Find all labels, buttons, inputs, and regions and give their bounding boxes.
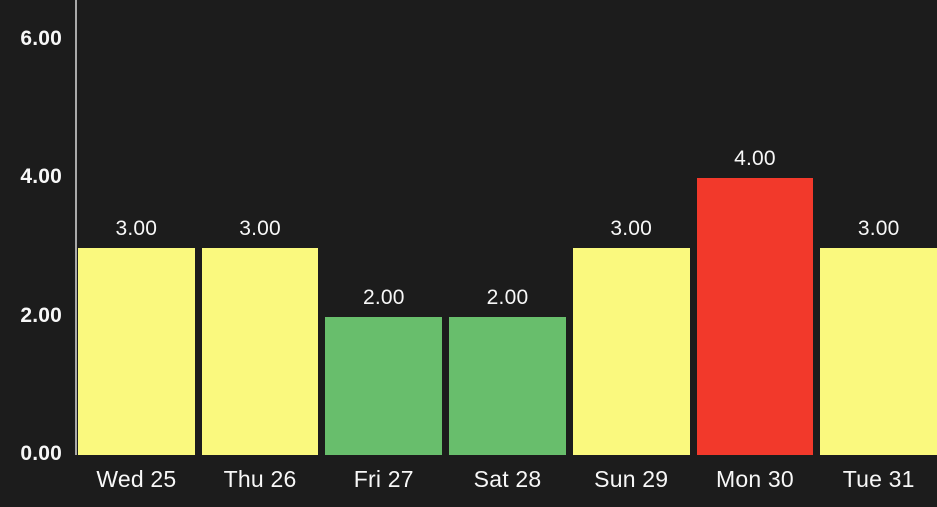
bar[interactable]	[201, 247, 319, 455]
bar-value-label: 3.00	[115, 216, 158, 240]
x-tick-label: Tue 31	[842, 465, 915, 492]
x-tick-label: Fri 27	[353, 465, 414, 492]
bar[interactable]	[78, 247, 195, 455]
y-tick-label: 0.00	[20, 442, 62, 465]
bar[interactable]	[696, 178, 814, 455]
bar-column: 3.00	[201, 217, 319, 455]
x-tick-label: Thu 26	[223, 465, 297, 492]
plot-area: 3.00 3.00 2.00 2.00 3.00 4.00 3.00	[78, 0, 937, 455]
x-tick-label: Mon 30	[715, 465, 794, 492]
bar[interactable]	[820, 247, 937, 455]
bar-column: 3.00	[78, 217, 195, 455]
bar[interactable]	[572, 247, 690, 455]
bar[interactable]	[325, 316, 443, 455]
bar-column: 3.00	[572, 217, 690, 455]
x-tick-label: Wed 25	[96, 465, 177, 492]
bar-value-label: 3.00	[610, 216, 653, 240]
bar-value-label: 3.00	[239, 216, 281, 240]
bar-column: 4.00	[696, 147, 814, 455]
y-axis-line	[75, 0, 77, 455]
bar-column: 2.00	[449, 286, 566, 455]
bar-column: 2.00	[325, 286, 443, 455]
bar-value-label: 2.00	[486, 285, 529, 309]
y-tick-label: 2.00	[20, 303, 62, 327]
bar-value-label: 4.00	[734, 147, 776, 171]
bar-value-label: 3.00	[857, 216, 900, 240]
bar-column: 3.00	[820, 217, 937, 455]
x-axis: Wed 25 Thu 26 Fri 27 Sat 28 Sun 29 Mon 30 Tue …	[78, 455, 937, 503]
y-tick-label: 6.00	[20, 27, 62, 50]
bar[interactable]	[449, 316, 566, 455]
x-tick-label: Sun 29	[594, 465, 669, 492]
y-tick-label: 4.00	[20, 165, 62, 189]
bar-value-label: 2.00	[362, 285, 405, 309]
x-tick-label: Sat 28	[473, 465, 542, 492]
